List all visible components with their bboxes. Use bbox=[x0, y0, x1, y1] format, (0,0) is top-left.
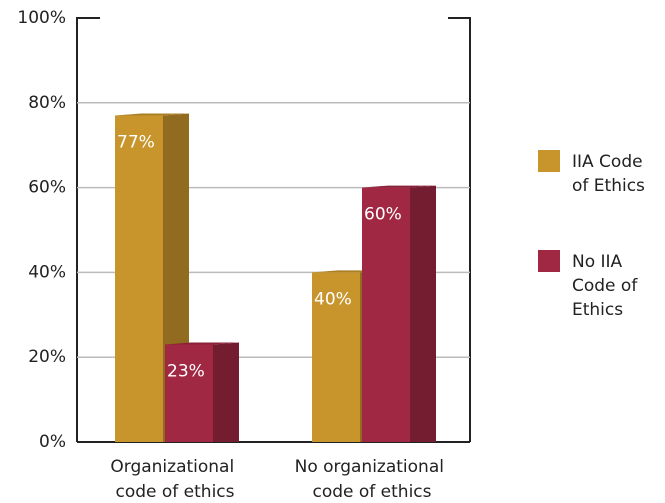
y-tick-label: 0% bbox=[39, 432, 66, 452]
legend-label: No IIA Code of Ethics bbox=[572, 252, 643, 320]
frame bbox=[76, 17, 471, 442]
bar-top bbox=[362, 185, 436, 188]
x-tick-label: No organizational code of ethics bbox=[295, 457, 450, 502]
bar-front bbox=[115, 115, 163, 443]
bar bbox=[165, 342, 239, 442]
bar-side bbox=[410, 185, 436, 442]
y-tick-label: 60% bbox=[28, 178, 66, 198]
bar-top bbox=[165, 342, 239, 345]
legend-label: IIA Code of Ethics bbox=[572, 152, 648, 196]
data-label: 23% bbox=[167, 361, 205, 381]
y-tick-label: 20% bbox=[28, 347, 66, 367]
bar-side bbox=[213, 342, 239, 442]
data-label: 77% bbox=[117, 133, 155, 153]
bar bbox=[362, 185, 436, 442]
y-tick-label: 100% bbox=[17, 8, 66, 28]
bar-front bbox=[165, 344, 213, 442]
legend-swatch bbox=[538, 250, 560, 272]
legend-swatch bbox=[538, 150, 560, 172]
y-tick-label: 40% bbox=[28, 262, 66, 282]
y-tick-label: 80% bbox=[28, 93, 66, 113]
bar-front bbox=[362, 187, 410, 442]
bar-front bbox=[312, 272, 360, 442]
x-tick-label: Organizational code of ethics bbox=[110, 457, 239, 502]
data-label: 60% bbox=[364, 205, 402, 225]
bar-top bbox=[115, 113, 189, 116]
data-label: 40% bbox=[314, 289, 352, 309]
